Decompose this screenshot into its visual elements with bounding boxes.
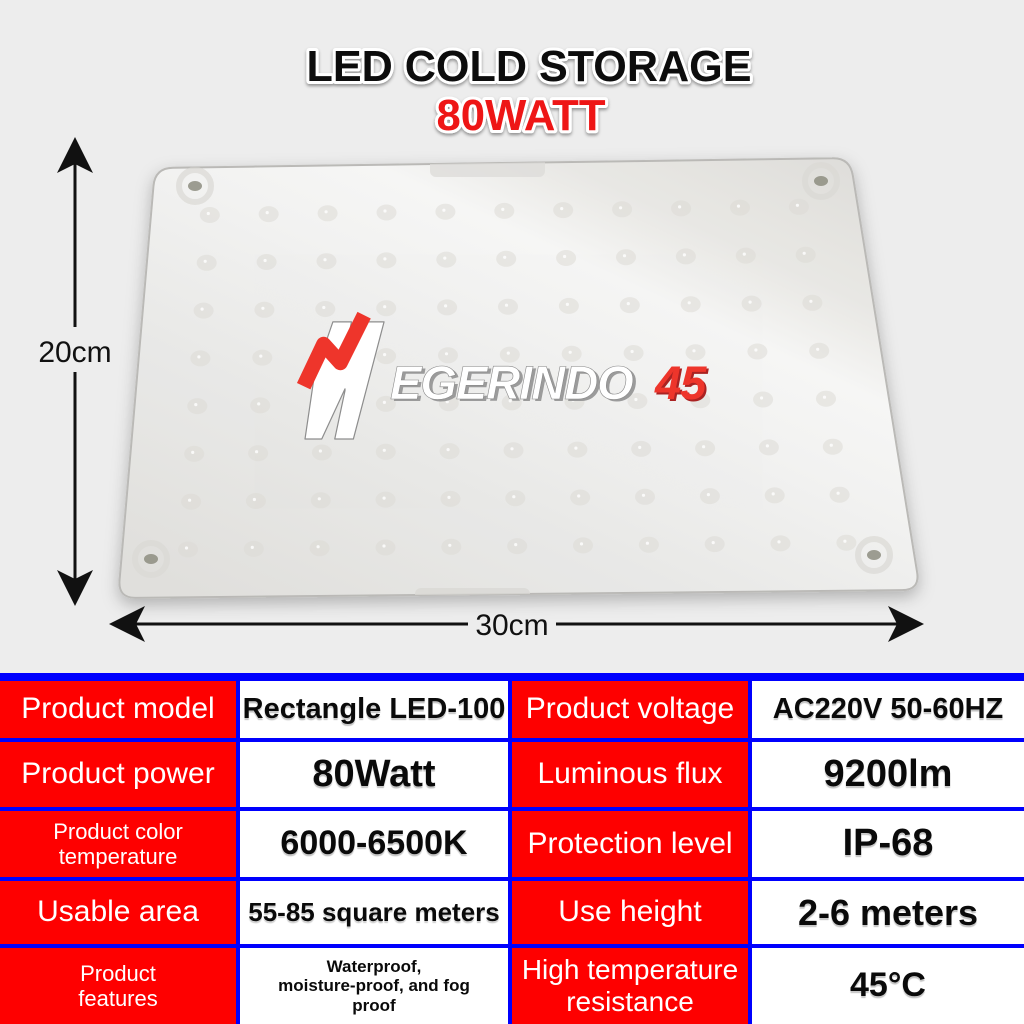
- svg-text:30cm: 30cm: [475, 609, 548, 642]
- svg-text:20cm: 20cm: [38, 336, 111, 369]
